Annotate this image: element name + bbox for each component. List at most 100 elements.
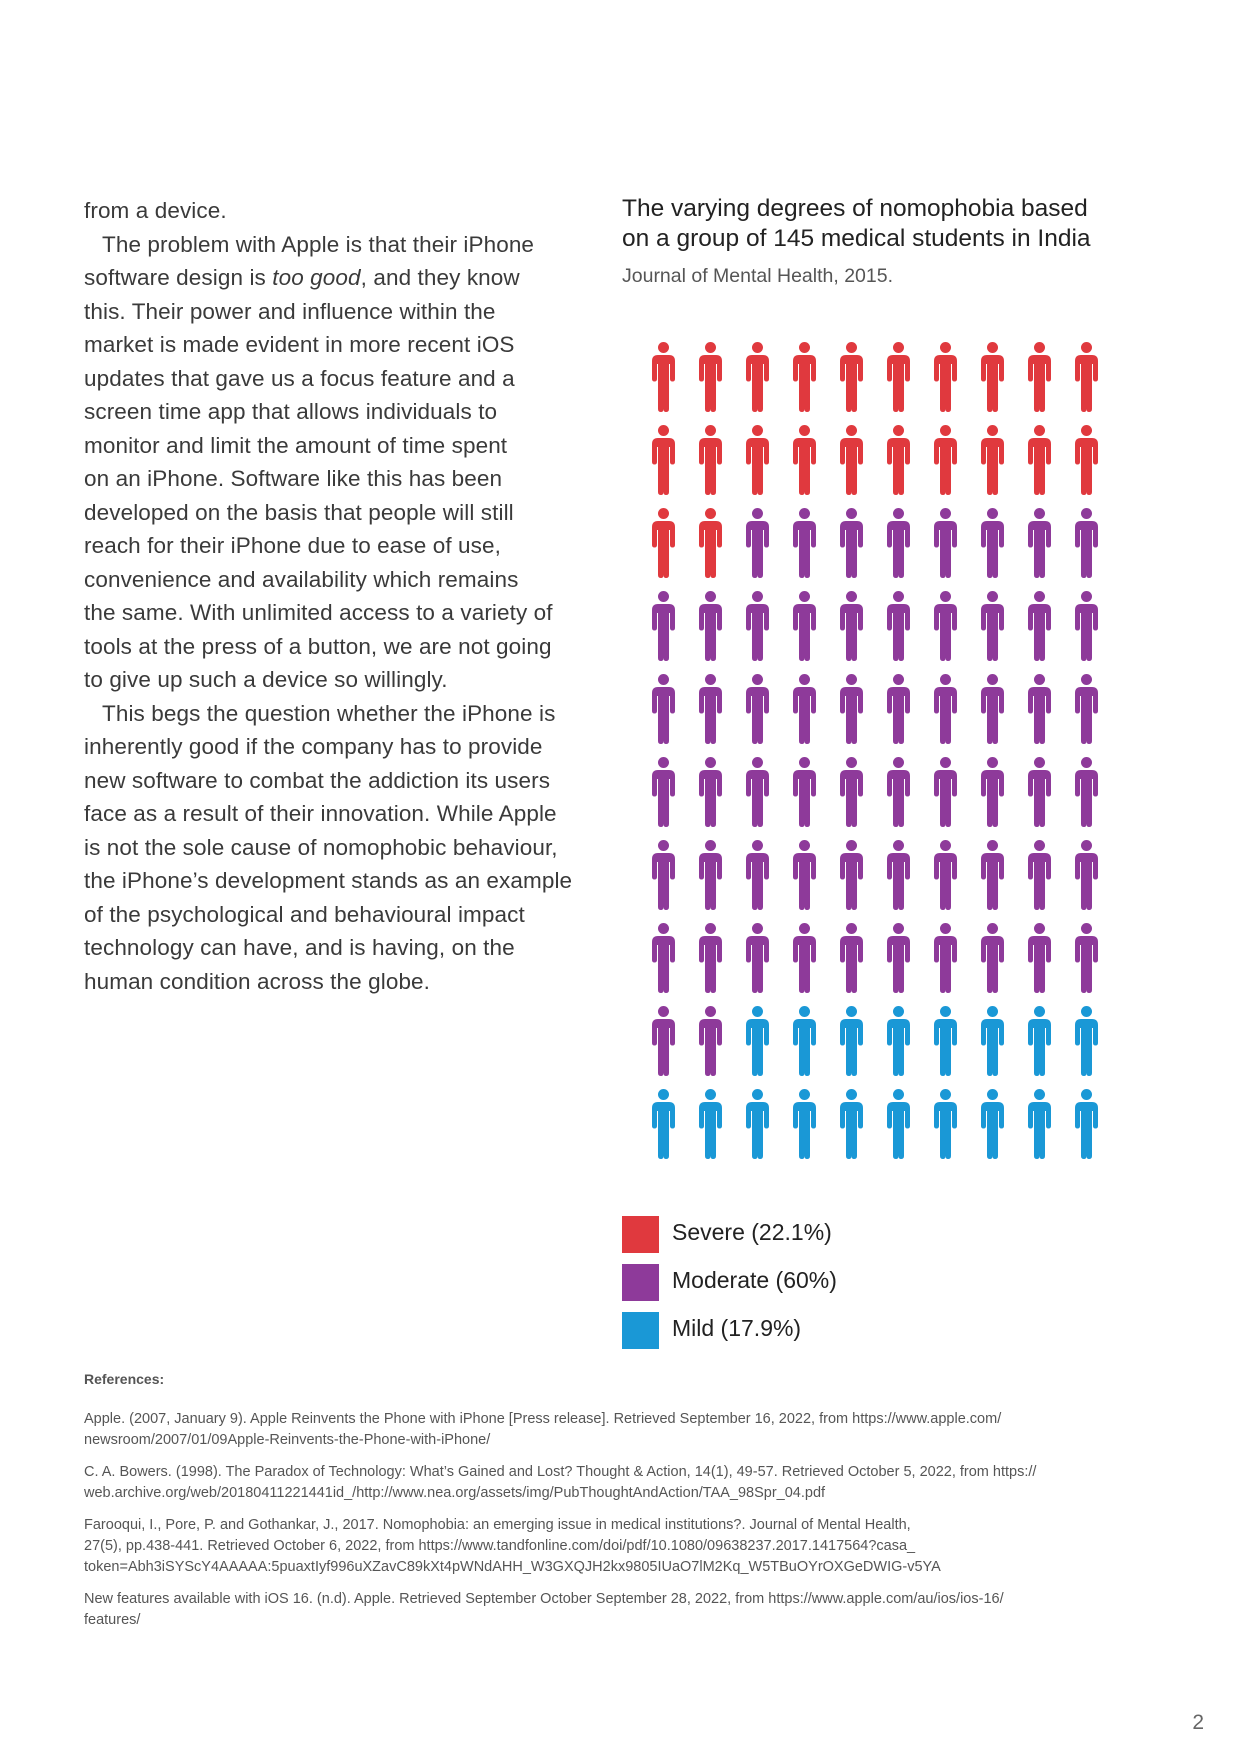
person-icon [887,508,910,578]
page-number: 2 [1192,1711,1204,1734]
person-icon [840,342,863,412]
person-icon [746,840,769,910]
references-section: References: Apple. (2007, January 9). Ap… [84,1371,1164,1642]
reference-line: New features available with iOS 16. (n.d… [84,1591,1004,1607]
person-icon [1075,508,1098,578]
chart-subtitle: Journal of Mental Health, 2015. [622,265,894,287]
body-line: this. Their power and influence within t… [84,298,496,324]
body-line: This begs the question whether the iPhon… [102,700,556,726]
person-icon [1075,840,1098,910]
body-line: the iPhone’s development stands as an ex… [84,868,573,893]
person-icon [1028,1089,1051,1159]
person-icon [1028,1006,1051,1076]
chart-title-line: The varying degrees of nomophobia based [622,195,1088,222]
person-icon [934,1089,957,1159]
person-icon [1028,923,1051,993]
person-icon [981,923,1004,993]
body-line: human condition across the globe. [84,968,431,994]
person-icon [699,840,722,910]
person-icon [746,1089,769,1159]
emphasis-text: too good [272,265,361,290]
person-icon [793,1089,816,1159]
chart-title: The varying degrees of nomophobia based … [622,194,1182,254]
person-icon [887,425,910,495]
person-icon [793,1006,816,1076]
person-icon [981,840,1004,910]
person-icon [887,591,910,661]
body-line: face as a result of their innovation. Wh… [84,801,557,826]
person-icon [699,425,722,495]
person-icon [1075,757,1098,827]
body-line: the same. With unlimited access to a var… [84,600,553,625]
person-icon [652,840,675,910]
person-icon [699,508,722,578]
person-icon [699,757,722,827]
person-icon [840,923,863,993]
body-line-part: software design is [84,265,273,290]
person-icon [887,1006,910,1076]
person-icon [981,1089,1004,1159]
person-icon [934,342,957,412]
reference-entry: New features available with iOS 16. (n.d… [84,1589,1164,1631]
person-icon [981,425,1004,495]
person-icon [981,342,1004,412]
person-icon [934,508,957,578]
body-line: tools at the press of a button, we are n… [84,633,552,659]
person-icon [934,674,957,744]
person-icon [652,757,675,827]
person-icon [699,923,722,993]
body-line: reach for their iPhone due to ease of us… [84,533,501,558]
person-icon [981,757,1004,827]
person-icon [1075,674,1098,744]
person-icon [934,840,957,910]
legend-label-mild: Mild (17.9%) [672,1315,802,1341]
person-icon [1075,1089,1098,1159]
person-icon [652,1089,675,1159]
body-line-part: , and they know [360,265,520,290]
person-icon [699,1089,722,1159]
person-icon [652,1006,675,1076]
body-line: screen time app that allows individuals … [84,399,498,424]
person-icon [981,674,1004,744]
legend-swatch-severe [622,1216,659,1253]
reference-line: token=Abh3iSYScY4AAAAA:5puaxtIyf996uXZav… [84,1559,941,1575]
reference-line: newsroom/2007/01/09Apple-Reinvents-the-P… [84,1432,491,1448]
person-icon [699,591,722,661]
person-icon [793,342,816,412]
person-icon [793,591,816,661]
person-icon [1028,425,1051,495]
person-icon [840,425,863,495]
person-icon [1075,591,1098,661]
person-icon [652,591,675,661]
person-icon [652,342,675,412]
person-icon [934,591,957,661]
person-icon [746,342,769,412]
person-icon [1075,1006,1098,1076]
person-icon [840,840,863,910]
person-icon [1075,425,1098,495]
body-line: to give up such a device so willingly. [84,667,448,692]
person-icon [746,508,769,578]
body-line: developed on the basis that people will … [84,499,514,525]
person-icon [840,1089,863,1159]
person-icon [746,923,769,993]
person-icon [652,923,675,993]
person-icon [699,342,722,412]
person-icon [887,1089,910,1159]
person-icon [934,757,957,827]
person-icon [1028,757,1051,827]
person-icon [887,757,910,827]
person-icon [934,425,957,495]
person-icon [981,508,1004,578]
person-icon [652,508,675,578]
person-icon [887,674,910,744]
person-icon [840,1006,863,1076]
person-icon [887,840,910,910]
body-line: The problem with Apple is that their iPh… [102,231,535,257]
references-heading: References: [84,1371,165,1387]
person-icon [1075,342,1098,412]
body-line: updates that gave us a focus feature and… [84,365,515,391]
reference-line: 27(5), pp.438-441. Retrieved October 6, … [84,1538,916,1554]
reference-entry: Apple. (2007, January 9). Apple Reinvent… [84,1409,1164,1451]
legend-label-moderate: Moderate (60%) [672,1267,837,1293]
